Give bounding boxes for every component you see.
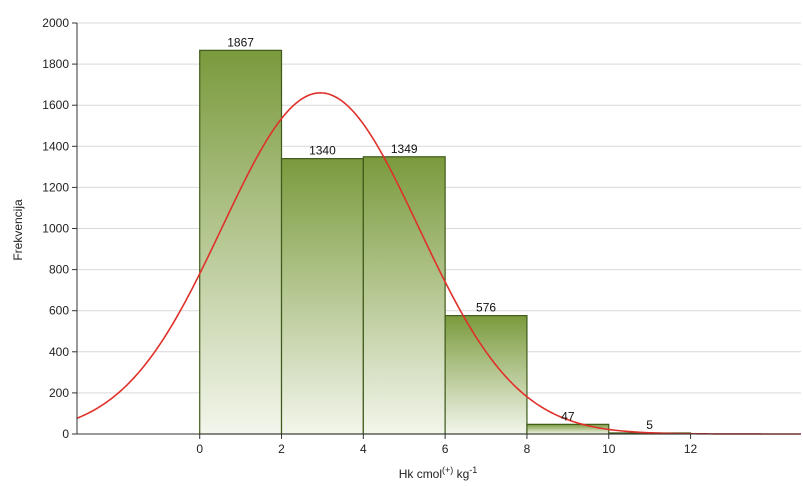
bar-data-label: 1349 bbox=[391, 142, 418, 156]
x-tick-label: 12 bbox=[684, 442, 698, 456]
bar-data-label: 1340 bbox=[309, 144, 336, 158]
x-axis-title-mid: kg bbox=[453, 467, 469, 481]
x-tick-label: 8 bbox=[524, 442, 531, 456]
y-tick-label: 2000 bbox=[42, 16, 69, 30]
y-tick-label: 1200 bbox=[42, 180, 69, 194]
y-tick-label: 400 bbox=[49, 345, 69, 359]
axes: 0 200 400 600 800 1000 1200 1400 1600 1800 2000 0 2 4… bbox=[42, 16, 801, 456]
y-tick-label: 1600 bbox=[42, 98, 69, 112]
y-tick-label: 0 bbox=[62, 427, 69, 441]
y-axis-title: Frekvencija bbox=[11, 199, 25, 261]
y-tick-label: 1800 bbox=[42, 57, 69, 71]
histogram-bar bbox=[526, 423, 610, 435]
x-axis-title: Hk cmol(+) kg-1 bbox=[399, 465, 478, 481]
bar-data-label: 47 bbox=[561, 409, 575, 423]
bar-data-label: 576 bbox=[476, 301, 496, 315]
y-tick-label: 600 bbox=[49, 304, 69, 318]
x-tick-label: 0 bbox=[196, 442, 203, 456]
bars bbox=[199, 49, 692, 435]
x-axis-title-main: Hk cmol bbox=[399, 467, 442, 481]
x-axis-title-sup: (+) bbox=[442, 465, 453, 475]
histogram-bar bbox=[199, 49, 283, 435]
data-labels: 1867 1340 1349 576 47 5 bbox=[227, 35, 653, 432]
x-axis-title-sup2: -1 bbox=[469, 465, 477, 475]
y-tick-label: 1400 bbox=[42, 139, 69, 153]
y-tick-label: 800 bbox=[49, 263, 69, 277]
bar-data-label: 1867 bbox=[227, 35, 254, 49]
histogram-bar bbox=[362, 156, 446, 435]
y-tick-label: 1000 bbox=[42, 222, 69, 236]
y-tick-label: 200 bbox=[49, 386, 69, 400]
x-tick-label: 10 bbox=[602, 442, 616, 456]
histogram-bar bbox=[444, 315, 528, 435]
x-tick-label: 2 bbox=[278, 442, 285, 456]
x-tick-label: 4 bbox=[360, 442, 367, 456]
bar-data-label: 5 bbox=[646, 418, 653, 432]
histogram-bar bbox=[280, 158, 364, 435]
x-tick-label: 6 bbox=[442, 442, 449, 456]
